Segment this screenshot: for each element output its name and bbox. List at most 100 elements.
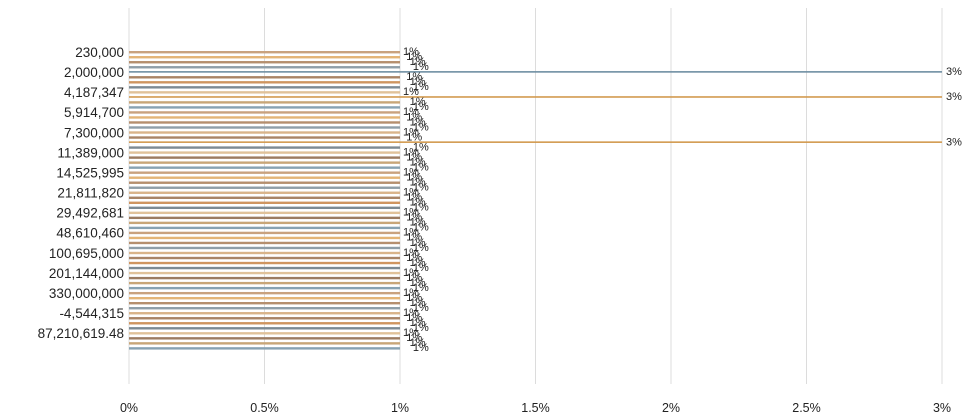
bar-data-label: 3% bbox=[946, 66, 962, 78]
bar bbox=[129, 196, 400, 199]
bar-data-label: 1% bbox=[413, 242, 429, 254]
bar-data-label: 1% bbox=[403, 227, 419, 239]
bar bbox=[129, 251, 400, 255]
bar-data-label: 1% bbox=[406, 272, 422, 284]
bar bbox=[129, 216, 400, 220]
bar bbox=[129, 126, 400, 129]
bar bbox=[129, 161, 400, 164]
bar bbox=[129, 236, 400, 240]
bar bbox=[129, 106, 400, 109]
bar bbox=[129, 156, 400, 159]
bar-data-label: 1% bbox=[413, 141, 429, 153]
bar-data-label: 1% bbox=[406, 111, 422, 123]
bar bbox=[129, 231, 400, 235]
bar bbox=[129, 312, 400, 315]
bar bbox=[129, 281, 400, 285]
bar-data-label: 1% bbox=[406, 151, 422, 163]
bar bbox=[129, 276, 400, 280]
bar-data-label: 1% bbox=[403, 287, 419, 299]
bar bbox=[129, 296, 400, 300]
bar bbox=[129, 81, 400, 84]
bar-data-label: 1% bbox=[410, 76, 426, 88]
bar-data-label: 1% bbox=[413, 202, 429, 214]
bar bbox=[129, 206, 400, 210]
bar bbox=[129, 51, 400, 54]
bar bbox=[129, 56, 400, 59]
bar bbox=[129, 101, 400, 104]
bar bbox=[129, 76, 400, 79]
bar-data-label: 1% bbox=[410, 96, 426, 108]
bar-data-label: 1% bbox=[403, 126, 419, 138]
bar bbox=[129, 302, 400, 305]
bar-data-label: 1% bbox=[410, 217, 426, 229]
y-tick-label: 201,144,000 bbox=[49, 266, 124, 281]
bar bbox=[129, 96, 942, 98]
bar bbox=[129, 191, 400, 194]
data-labels: 1%1%1%1% 3%1%1%1%1% 3%1%1%1%1%1%1%1%1% 3%1%… bbox=[403, 46, 962, 354]
bar bbox=[129, 71, 942, 73]
bar-data-label: 1% bbox=[413, 121, 429, 133]
grid-lines bbox=[128, 8, 943, 384]
bar bbox=[129, 201, 400, 204]
bar-data-label: 1% bbox=[413, 262, 429, 274]
bar bbox=[129, 342, 400, 345]
bar-data-label: 1% bbox=[410, 116, 426, 128]
bar bbox=[129, 322, 400, 325]
x-tick-label: 2.5% bbox=[792, 401, 821, 415]
bar bbox=[129, 116, 400, 119]
bar-data-label: 1% bbox=[413, 182, 429, 194]
bar-data-label: 3% bbox=[946, 136, 962, 148]
bar bbox=[129, 166, 400, 169]
bar-data-label: 1% bbox=[410, 257, 426, 269]
bar-data-label: 1% bbox=[403, 307, 419, 319]
bar-data-label: 1% bbox=[413, 81, 429, 93]
bar bbox=[129, 86, 400, 89]
bar-data-label: 1% bbox=[406, 252, 422, 264]
bar bbox=[129, 291, 400, 295]
y-tick-label: -4,544,315 bbox=[59, 306, 124, 321]
x-tick-label: 2% bbox=[662, 401, 680, 415]
bars bbox=[129, 51, 942, 350]
bar-data-label: 1% bbox=[406, 71, 422, 83]
bar bbox=[129, 261, 400, 265]
bar bbox=[129, 226, 400, 230]
bar-data-label: 1% bbox=[403, 106, 419, 118]
bar-data-label: 1% bbox=[406, 312, 422, 324]
bar-data-label: 1% bbox=[413, 282, 429, 294]
bar-data-label: 1% bbox=[410, 337, 426, 349]
bar-data-label: 1% bbox=[406, 232, 422, 244]
y-tick-label: 330,000,000 bbox=[49, 286, 124, 301]
bar-data-label: 1% bbox=[403, 187, 419, 199]
x-axis-labels: 0% 0.5% 1% 1.5% 2% 2.5% 3% bbox=[120, 401, 951, 415]
x-tick-label: 0% bbox=[120, 401, 138, 415]
y-tick-label: 11,389,000 bbox=[57, 145, 124, 160]
bar bbox=[129, 181, 400, 184]
bar-data-label: 1% bbox=[406, 292, 422, 304]
bar bbox=[129, 131, 400, 134]
y-tick-label: 48,610,460 bbox=[56, 226, 124, 241]
bar-data-label: 1% bbox=[406, 212, 422, 224]
y-tick-label: 87,210,619.48 bbox=[38, 326, 124, 341]
x-tick-label: 1.5% bbox=[521, 401, 550, 415]
bar-data-label: 1% bbox=[410, 56, 426, 68]
bar-data-label: 1% bbox=[410, 156, 426, 168]
bar-data-label: 1% bbox=[413, 161, 429, 173]
bar bbox=[129, 286, 400, 290]
bar bbox=[129, 256, 400, 260]
y-tick-label: 7,300,000 bbox=[64, 125, 124, 140]
bar-data-label: 3% bbox=[946, 91, 962, 103]
y-tick-label: 2,000,000 bbox=[64, 65, 124, 80]
bar-data-label: 1% bbox=[410, 317, 426, 329]
bar-data-label: 1% bbox=[403, 146, 419, 158]
bar-data-label: 1% bbox=[406, 332, 422, 344]
bar-data-label: 1% bbox=[403, 247, 419, 259]
bar-data-label: 1% bbox=[406, 131, 422, 143]
bar bbox=[129, 141, 942, 143]
bar-data-label: 1% bbox=[413, 222, 429, 234]
bar bbox=[129, 246, 400, 250]
bar-data-label: 1% bbox=[403, 267, 419, 279]
bar-data-label: 1% bbox=[410, 197, 426, 209]
bar-data-label: 1% bbox=[410, 177, 426, 189]
bar-data-label: 1% bbox=[406, 192, 422, 204]
x-tick-label: 0.5% bbox=[250, 401, 279, 415]
